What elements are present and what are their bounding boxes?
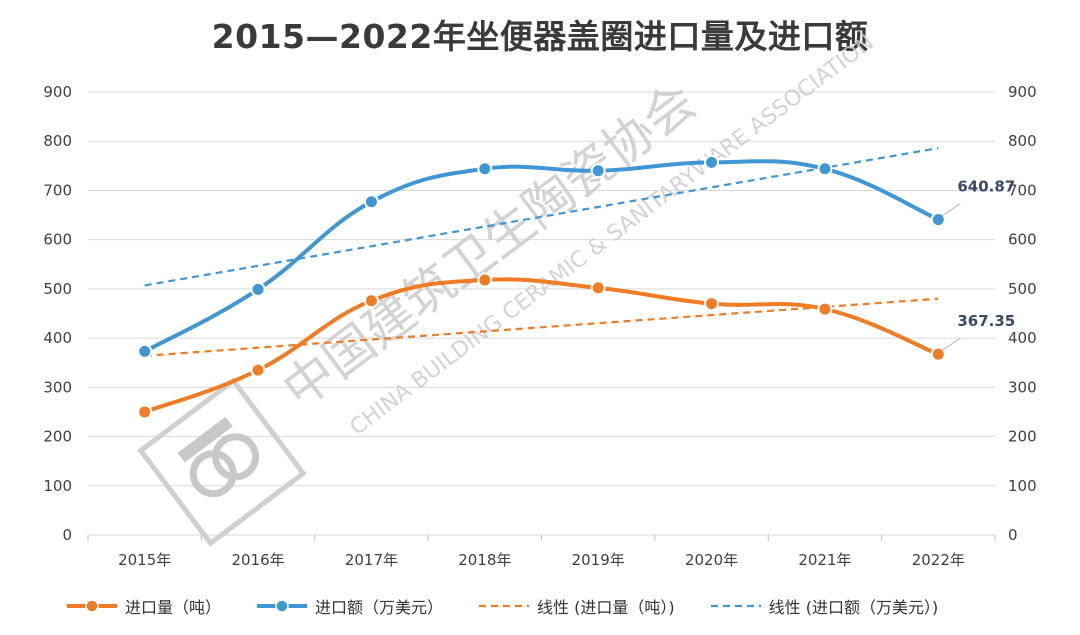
y2-tick-label: 300 [1008, 378, 1037, 396]
data-point-series-0 [363, 293, 379, 309]
y-tick-label: 400 [43, 329, 72, 347]
data-point-series-1 [817, 161, 833, 177]
chart-legend: 进口量（吨） 进口额（万美元） 线性 (进口量（吨）) 线性 (进口额（万美元）) [65, 592, 972, 620]
legend-swatch [710, 604, 761, 608]
y2-tick-label: 800 [1008, 132, 1037, 150]
legend-swatch [67, 599, 117, 613]
legend-swatch-marker [85, 599, 99, 613]
legend-item: 线性 (进口额（万美元）) [709, 594, 939, 618]
y2-tick-label: 500 [1008, 280, 1037, 298]
watermark-logo [137, 377, 307, 547]
y-tick-label: 500 [43, 280, 72, 298]
data-point-series-0 [590, 280, 606, 296]
x-tick-label: 2020年 [685, 551, 738, 569]
data-point-series-0 [704, 296, 720, 312]
y-tick-label: 300 [43, 378, 72, 396]
legend-swatch-marker [275, 599, 289, 613]
data-point-series-1 [137, 343, 153, 359]
data-point-series-0 [930, 346, 946, 362]
watermark-logo-ring [212, 433, 260, 481]
line-series-0 [143, 277, 940, 414]
y-tick-label: 100 [43, 477, 72, 495]
chart-plot: 0 0 100 100 200 200 300 300 400 400 500 500 600 600 70… [43, 30, 1037, 569]
data-point-series-1 [363, 194, 379, 210]
line-series-1 [143, 159, 940, 354]
data-point-series-1 [477, 161, 493, 177]
data-point-series-0 [250, 362, 266, 378]
data-point-series-1 [704, 154, 720, 170]
legend-item: 进口量（吨） [65, 594, 221, 618]
data-point-series-0 [137, 404, 153, 420]
data-point-series-0 [477, 272, 493, 288]
y-tick-label: 200 [43, 428, 72, 446]
data-point-series-0 [817, 301, 833, 317]
y-tick-label: 900 [43, 83, 72, 101]
legend-swatch [257, 599, 308, 613]
x-tick-label: 2017年 [345, 551, 398, 569]
data-label: 367.35 [957, 312, 1015, 330]
y-tick-label: 800 [43, 132, 72, 150]
watermark-cn-text: 中国建筑卫生陶瓷协会 [272, 72, 706, 419]
trendline-series-3 [144, 147, 939, 287]
legend-swatch [479, 604, 530, 608]
data-point-series-1 [590, 163, 606, 179]
legend-label: 进口量（吨） [125, 598, 222, 617]
watermark-logo-ring [189, 450, 237, 498]
data-label-leader [942, 337, 961, 351]
legend-label: 线性 (进口量（吨）) [537, 598, 675, 617]
data-point-series-1 [250, 281, 266, 297]
y2-tick-label: 200 [1008, 428, 1037, 446]
legend-label: 进口额（万美元） [315, 598, 444, 617]
chart-title: 2015—2022年坐便器盖圈进口量及进口额 [211, 17, 869, 56]
x-tick-label: 2016年 [231, 551, 284, 569]
data-label: 640.87 [957, 178, 1015, 196]
watermark-logo-bar [177, 416, 233, 463]
watermark-logo-frame [137, 377, 307, 547]
x-tick-label: 2021年 [798, 551, 851, 569]
x-tick-label: 2018年 [458, 551, 511, 569]
y2-tick-label: 0 [1008, 526, 1018, 544]
x-tick-label: 2015年 [118, 551, 171, 569]
x-tick-label: 2022年 [912, 551, 965, 569]
legend-item: 线性 (进口量（吨）) [477, 594, 675, 618]
y-tick-label: 0 [62, 526, 72, 544]
y2-tick-label: 100 [1008, 477, 1037, 495]
x-tick-label: 2019年 [572, 551, 625, 569]
legend-label: 线性 (进口额（万美元）) [768, 598, 939, 617]
y2-tick-label: 600 [1008, 231, 1037, 249]
y2-tick-label: 400 [1008, 329, 1037, 347]
legend-item: 进口额（万美元） [255, 594, 443, 618]
y-tick-label: 700 [43, 181, 72, 199]
data-point-series-1 [930, 212, 946, 228]
y2-tick-label: 700 [1008, 181, 1037, 199]
y-tick-label: 600 [43, 231, 72, 249]
data-label-leader [942, 203, 961, 216]
y2-tick-label: 900 [1008, 83, 1037, 101]
trendline-series-2 [144, 297, 939, 357]
